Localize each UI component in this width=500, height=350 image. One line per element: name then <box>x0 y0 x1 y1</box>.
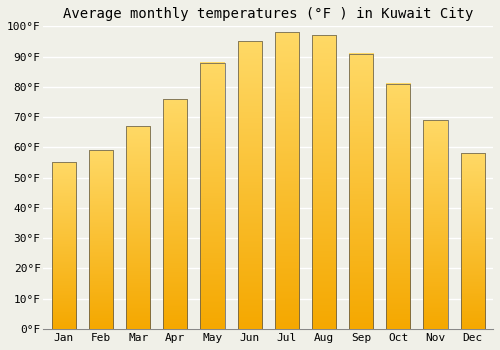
Bar <box>200 63 224 329</box>
Bar <box>460 153 484 329</box>
Bar <box>52 162 76 329</box>
Bar <box>312 35 336 329</box>
Bar <box>164 99 188 329</box>
Bar <box>386 84 410 329</box>
Bar <box>275 32 299 329</box>
Bar <box>424 120 448 329</box>
Bar <box>349 54 373 329</box>
Bar <box>238 41 262 329</box>
Title: Average monthly temperatures (°F ) in Kuwait City: Average monthly temperatures (°F ) in Ku… <box>63 7 474 21</box>
Bar <box>126 126 150 329</box>
Bar <box>89 150 113 329</box>
